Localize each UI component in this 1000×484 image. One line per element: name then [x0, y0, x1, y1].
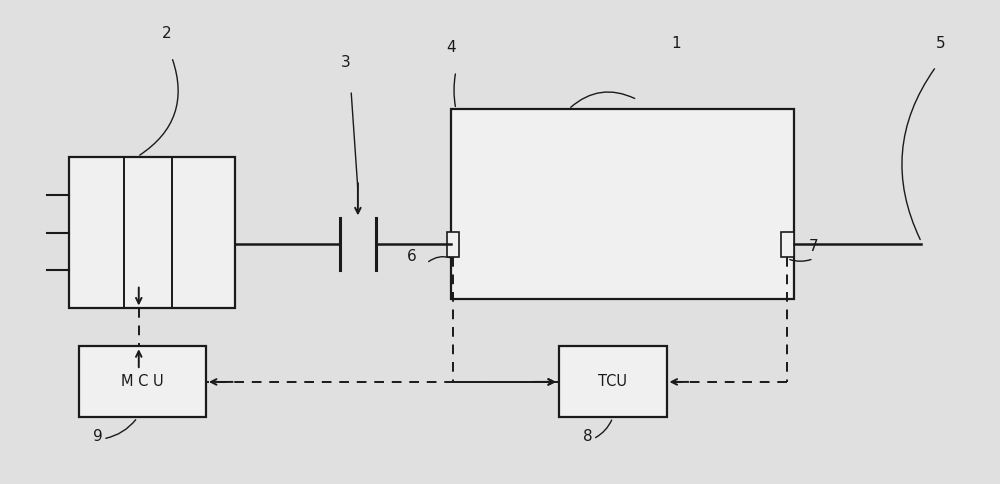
- Text: 2: 2: [162, 26, 172, 41]
- Text: 3: 3: [341, 55, 351, 70]
- Bar: [559, 347, 667, 418]
- Bar: [447, 232, 459, 257]
- Text: 6: 6: [407, 249, 417, 264]
- Text: 9: 9: [93, 429, 103, 444]
- Text: 1: 1: [672, 35, 681, 50]
- Text: 7: 7: [809, 240, 818, 255]
- Text: 4: 4: [446, 40, 456, 55]
- Text: TCU: TCU: [598, 375, 627, 390]
- Bar: [451, 109, 794, 299]
- Bar: [781, 232, 794, 257]
- Text: M C U: M C U: [121, 375, 164, 390]
- Bar: [69, 157, 235, 308]
- Bar: [79, 347, 206, 418]
- Text: 5: 5: [936, 35, 946, 50]
- Text: 8: 8: [583, 429, 593, 444]
